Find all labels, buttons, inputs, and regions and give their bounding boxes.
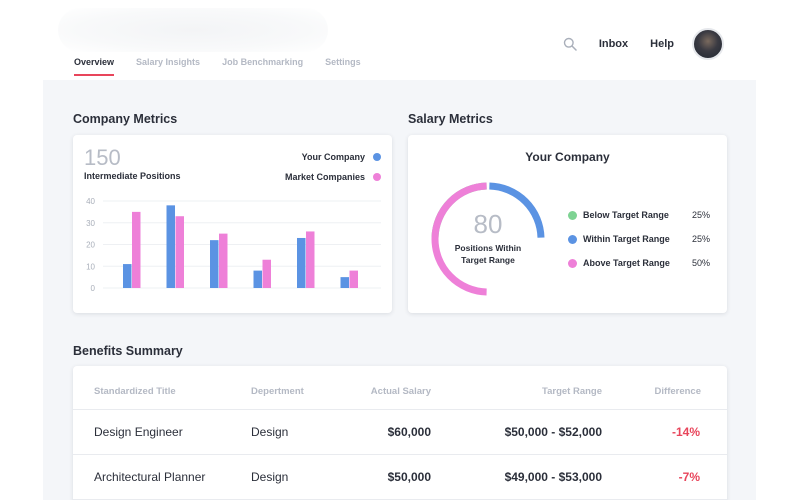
bar-market-companies[interactable]: [219, 233, 228, 288]
donut-segment[interactable]: [489, 182, 545, 238]
legend-your-company: Your Company: [302, 152, 381, 162]
legend-value: 25%: [691, 210, 710, 220]
bar-your-company[interactable]: [297, 237, 306, 288]
main-content: Company Metrics Salary Metrics 150 Inter…: [43, 80, 756, 500]
salary-metrics-card: Your Company 80 Positions Within Target …: [408, 135, 727, 313]
cell-salary: $50,000: [387, 470, 431, 484]
cell-title: Design Engineer: [94, 425, 183, 439]
bar-market-companies[interactable]: [132, 211, 141, 288]
legend-label: Below Target Range: [583, 210, 669, 220]
legend-dot-icon: [568, 234, 577, 244]
salary-legend-below: Below Target Range 25%: [568, 210, 710, 220]
bar-your-company[interactable]: [253, 270, 263, 288]
brand-logo-area: [58, 8, 328, 52]
benefits-summary-title: Benefits Summary: [73, 344, 183, 358]
cell-department: Design: [251, 470, 289, 484]
benefits-table: Standardized Title Depertment Actual Sal…: [73, 366, 727, 500]
row-divider: [73, 454, 727, 455]
avatar[interactable]: [692, 28, 724, 60]
help-link[interactable]: Help: [650, 38, 674, 50]
legend-dot-icon: [373, 153, 381, 161]
donut-chart: [431, 182, 545, 296]
y-tick-label: 40: [86, 197, 95, 206]
column-header[interactable]: Target Range: [541, 386, 602, 397]
legend-value: 25%: [691, 234, 710, 244]
salary-card-title: Your Company: [525, 150, 610, 164]
cell-salary: $60,000: [387, 425, 431, 439]
cell-difference: -7%: [678, 470, 700, 484]
main-tabs: Overview Salary Insights Job Benchmarkin…: [74, 57, 383, 76]
bar-your-company[interactable]: [166, 205, 176, 288]
column-header[interactable]: Depertment: [251, 386, 304, 397]
bar-your-company[interactable]: [123, 264, 132, 288]
bar-market-companies[interactable]: [262, 259, 272, 288]
bar-market-companies[interactable]: [175, 216, 185, 288]
cell-department: Design: [251, 425, 289, 439]
company-metrics-card: 150 Intermediate Positions Your Company …: [73, 135, 392, 313]
donut-center-label: Positions Within Target Range: [430, 242, 546, 266]
tab-overview[interactable]: Overview: [74, 57, 115, 76]
positions-label: Intermediate Positions: [84, 171, 181, 181]
donut-center-number: 80: [473, 209, 503, 239]
y-tick-label: 10: [86, 262, 95, 271]
legend-dot-icon: [568, 210, 577, 220]
legend-label: Within Target Range: [583, 234, 670, 244]
donut-label-line2: Target Range: [461, 255, 515, 265]
company-metrics-title: Company Metrics: [73, 112, 178, 126]
tab-job-benchmarking[interactable]: Job Benchmarking: [222, 57, 304, 67]
bar-your-company[interactable]: [210, 240, 219, 288]
salary-legend-above: Above Target Range 50%: [568, 258, 710, 268]
column-header[interactable]: Standardized Title: [94, 386, 176, 397]
bar-market-companies[interactable]: [306, 231, 315, 288]
bar-your-company[interactable]: [340, 277, 350, 288]
donut-segment[interactable]: [431, 182, 487, 296]
positions-count: 150: [84, 145, 121, 170]
tab-settings[interactable]: Settings: [325, 57, 361, 67]
bar-market-companies[interactable]: [349, 270, 359, 288]
cell-range: $50,000 - $52,000: [504, 425, 602, 439]
donut-label-line1: Positions Within: [454, 243, 522, 253]
legend-value: 50%: [691, 258, 710, 268]
inbox-link[interactable]: Inbox: [598, 38, 629, 50]
legend-label: Market Companies: [284, 172, 365, 182]
legend-dot-icon: [373, 173, 381, 181]
cell-title: Architectural Planner: [94, 470, 206, 484]
row-divider: [73, 409, 727, 410]
header-actions: Inbox Help: [563, 28, 724, 60]
y-tick-label: 0: [91, 284, 96, 293]
column-header[interactable]: Actual Salary: [370, 386, 431, 397]
y-tick-label: 30: [86, 219, 95, 228]
cell-difference: -14%: [671, 425, 700, 439]
legend-label: Your Company: [301, 152, 365, 162]
y-tick-label: 20: [86, 241, 95, 250]
salary-legend-within: Within Target Range 25%: [568, 234, 710, 244]
column-header[interactable]: Difference: [654, 386, 701, 397]
cell-range: $49,000 - $53,000: [504, 470, 602, 484]
legend-market-companies: Market Companies: [285, 172, 381, 182]
tab-salary-insights[interactable]: Salary Insights: [136, 57, 201, 67]
legend-label: Above Target Range: [583, 258, 670, 268]
bar-chart: 0 10 20 30 40: [86, 197, 381, 293]
salary-metrics-title: Salary Metrics: [408, 112, 493, 126]
search-icon[interactable]: [563, 37, 577, 51]
legend-dot-icon: [568, 258, 577, 268]
